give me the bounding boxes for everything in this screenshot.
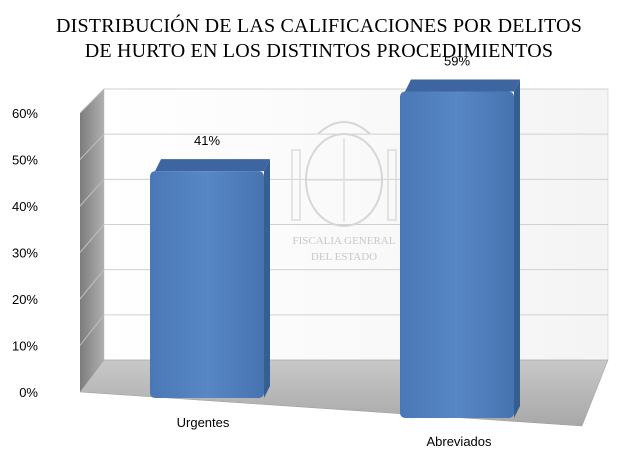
seal-pillar-left	[291, 149, 301, 221]
gridline-side	[79, 178, 105, 207]
gridline-side	[79, 88, 105, 114]
chart-title: DISTRIBUCIÓN DE LAS CALIFICACIONES POR D…	[0, 14, 638, 64]
y-tick-label: 0%	[19, 385, 38, 400]
data-label-urgentes: 41%	[194, 133, 220, 148]
watermark-text: DEL ESTADO	[311, 251, 377, 263]
y-tick-label: 30%	[12, 246, 38, 261]
gridline-side	[79, 133, 105, 160]
bar-urgentes	[150, 171, 264, 398]
y-axis-ticks: 0% 10% 20% 30% 40% 50% 60%	[12, 106, 38, 400]
side-wall	[80, 89, 104, 392]
seal-crown	[317, 121, 371, 135]
chart-title-line-1: DISTRIBUCIÓN DE LAS CALIFICACIONES POR D…	[55, 15, 583, 37]
y-tick-label: 50%	[12, 153, 38, 168]
seal-pillar-right	[387, 149, 397, 221]
gridline-side	[79, 224, 105, 253]
watermark-seal: FISCALIA GENERAL DEL ESTADO	[291, 121, 397, 263]
y-tick-label: 10%	[12, 339, 38, 354]
bar-side-abreviados	[514, 79, 520, 419]
bar-abreviados	[400, 91, 514, 419]
y-tick-label: 40%	[12, 199, 38, 214]
category-label-urgentes: Urgentes	[177, 415, 230, 430]
bars: 41% 59%	[150, 54, 520, 419]
data-label-abreviados: 59%	[444, 54, 470, 69]
bar-top-abreviados	[405, 79, 520, 92]
watermark-text: FISCALIA GENERAL	[293, 235, 396, 247]
category-label-abreviados: Abreviados	[426, 434, 492, 449]
bar-side-urgentes	[264, 159, 270, 398]
gridline-side	[79, 314, 105, 346]
y-tick-label: 60%	[12, 106, 38, 121]
gridline-side	[79, 269, 105, 300]
x-axis-categories: Urgentes Abreviados	[177, 415, 492, 449]
chart-title-line-2: DE HURTO EN LOS DISTINTOS PROCEDIMIENTOS	[84, 40, 554, 62]
seal-shield	[305, 133, 383, 227]
bar-top-urgentes	[155, 159, 270, 172]
y-tick-label: 20%	[12, 292, 38, 307]
